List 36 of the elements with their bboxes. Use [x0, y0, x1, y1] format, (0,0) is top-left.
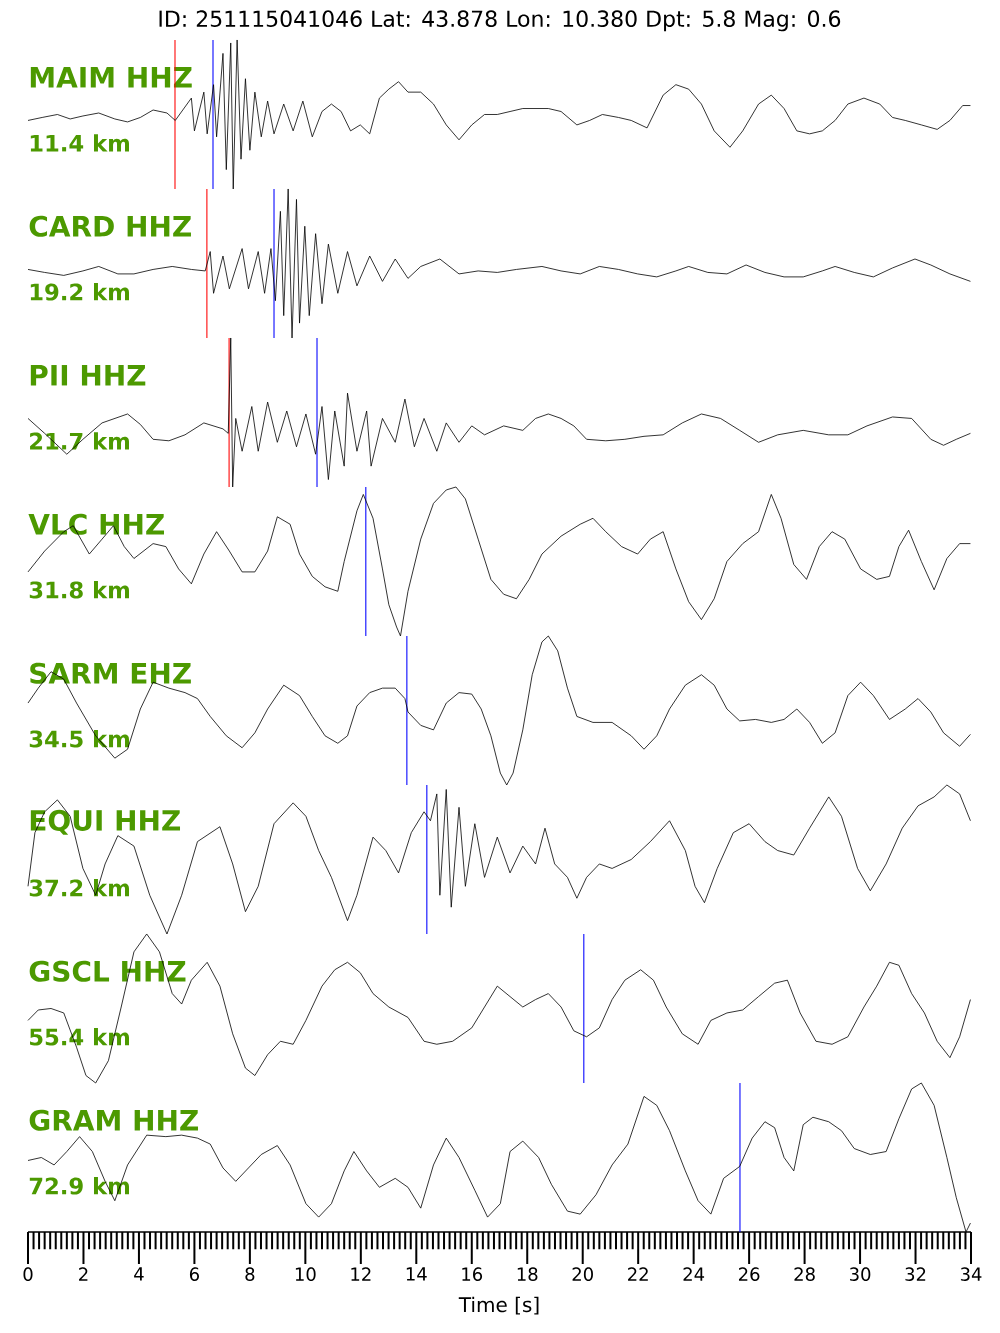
x-tick-label: 30 [849, 1267, 871, 1281]
x-tick-label: 22 [628, 1267, 648, 1281]
x-axis-title: Time [s] [458, 1296, 539, 1315]
annotation: 19.2 km [30, 283, 129, 301]
annotation: MAIM HHZ [30, 67, 192, 88]
annotation: SARM EHZ [30, 662, 191, 684]
x-tick-label: 32 [905, 1267, 926, 1281]
annotation: 21.7 km [30, 432, 129, 450]
annotation: PII HHZ [30, 365, 146, 386]
x-tick-label: 18 [517, 1267, 538, 1281]
annotation: 72.9 km [29, 1177, 129, 1195]
annotation: GSCL HHZ [29, 960, 186, 982]
x-tick-label: 28 [794, 1267, 815, 1281]
x-tick-label: 24 [683, 1267, 705, 1281]
x-tick-label: 12 [351, 1267, 371, 1281]
x-tick-label: 14 [406, 1267, 427, 1281]
annotation: 34.5 km [29, 730, 129, 748]
annotation: VLC HHZ [28, 513, 164, 535]
x-tick-label: 4 [134, 1267, 144, 1281]
x-tick-label: 0 [23, 1267, 33, 1281]
x-tick-label: 16 [462, 1267, 483, 1281]
annotation: 55.4 km [30, 1028, 129, 1046]
chart-title: ID: 251115041046 Lat: 43.878 Lon: 10.380 Dpt: 5.8 Mag: 0.6 [159, 10, 841, 32]
annotation: 11.4 km [30, 134, 129, 152]
annotation: EQUI HHZ [30, 809, 181, 835]
x-tick-label: 26 [738, 1267, 760, 1281]
annotation: CARD HHZ [29, 215, 191, 237]
x-tick-label: 34 [960, 1267, 982, 1281]
x-tick-label: 2 [79, 1267, 88, 1281]
x-tick-label: 20 [572, 1267, 593, 1281]
x-tick-label: 6 [189, 1267, 200, 1281]
x-tick-label: 10 [295, 1267, 316, 1281]
annotation: GRAM HHZ [29, 1109, 199, 1131]
annotation: 31.8 km [29, 581, 129, 599]
x-tick-label: 8 [245, 1267, 255, 1281]
annotation: 37.2 km [29, 879, 129, 897]
